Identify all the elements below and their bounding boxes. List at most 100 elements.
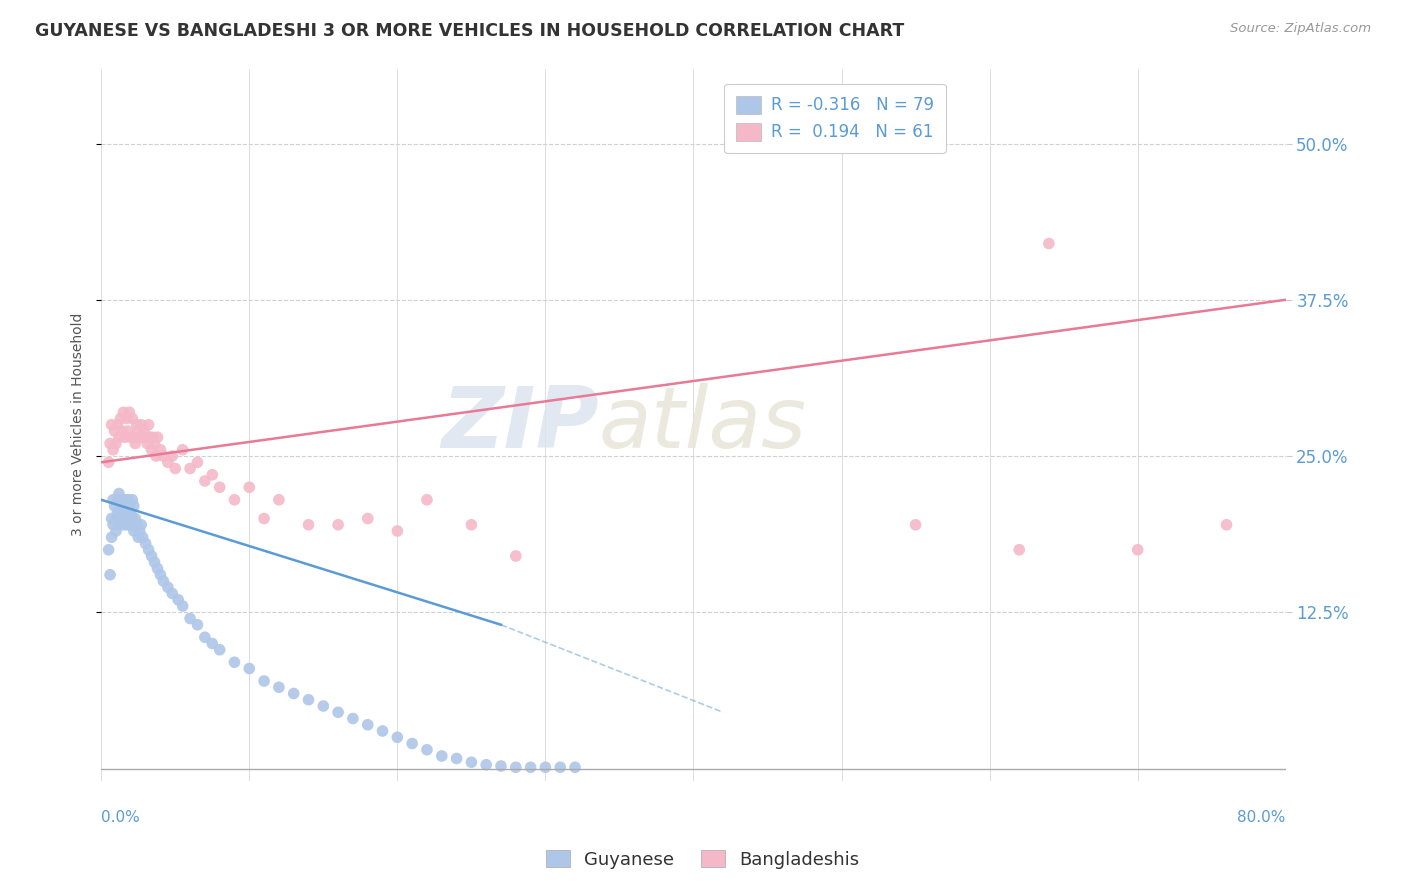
- Point: [103, 424, 125, 438]
- Point: [312, 698, 335, 713]
- Point: [208, 642, 231, 657]
- Point: [534, 760, 557, 774]
- Point: [108, 517, 131, 532]
- Point: [111, 499, 134, 513]
- Point: [101, 492, 124, 507]
- Point: [138, 417, 160, 432]
- Point: [489, 759, 512, 773]
- Text: 0.0%: 0.0%: [101, 810, 141, 824]
- Point: [101, 442, 124, 457]
- Point: [125, 517, 148, 532]
- Point: [342, 712, 364, 726]
- Point: [129, 517, 152, 532]
- Point: [326, 517, 349, 532]
- Point: [127, 530, 149, 544]
- Text: GUYANESE VS BANGLADESHI 3 OR MORE VEHICLES IN HOUSEHOLD CORRELATION CHART: GUYANESE VS BANGLADESHI 3 OR MORE VEHICL…: [35, 22, 904, 40]
- Point: [142, 430, 165, 444]
- Point: [134, 424, 156, 438]
- Point: [120, 430, 142, 444]
- Point: [122, 499, 145, 513]
- Point: [416, 492, 439, 507]
- Point: [401, 737, 423, 751]
- Point: [1126, 542, 1149, 557]
- Point: [118, 405, 141, 419]
- Point: [117, 424, 139, 438]
- Point: [121, 411, 143, 425]
- Point: [100, 417, 122, 432]
- Point: [475, 757, 498, 772]
- Point: [115, 499, 138, 513]
- Point: [124, 436, 146, 450]
- Point: [121, 511, 143, 525]
- Point: [107, 492, 129, 507]
- Point: [430, 749, 453, 764]
- Point: [117, 492, 139, 507]
- Legend: R = -0.316   N = 79, R =  0.194   N = 61: R = -0.316 N = 79, R = 0.194 N = 61: [724, 84, 946, 153]
- Point: [117, 505, 139, 519]
- Point: [162, 586, 184, 600]
- Point: [267, 680, 290, 694]
- Point: [460, 517, 482, 532]
- Point: [141, 442, 163, 457]
- Point: [101, 517, 124, 532]
- Point: [194, 474, 217, 488]
- Point: [145, 449, 167, 463]
- Point: [118, 511, 141, 525]
- Point: [131, 430, 153, 444]
- Point: [201, 467, 224, 482]
- Point: [371, 724, 394, 739]
- Text: atlas: atlas: [599, 384, 807, 467]
- Point: [108, 430, 131, 444]
- Point: [357, 511, 380, 525]
- Point: [112, 517, 135, 532]
- Point: [120, 517, 142, 532]
- Point: [152, 449, 174, 463]
- Point: [167, 592, 190, 607]
- Point: [283, 686, 305, 700]
- Point: [135, 430, 157, 444]
- Point: [107, 417, 129, 432]
- Point: [118, 499, 141, 513]
- Point: [172, 442, 194, 457]
- Point: [110, 411, 132, 425]
- Point: [146, 561, 169, 575]
- Point: [105, 511, 128, 525]
- Y-axis label: 3 or more Vehicles in Household: 3 or more Vehicles in Household: [72, 313, 86, 536]
- Point: [100, 511, 122, 525]
- Point: [115, 517, 138, 532]
- Point: [138, 542, 160, 557]
- Point: [505, 760, 527, 774]
- Point: [139, 430, 162, 444]
- Point: [326, 705, 349, 719]
- Point: [564, 760, 586, 774]
- Point: [112, 405, 135, 419]
- Point: [1038, 236, 1060, 251]
- Point: [186, 455, 208, 469]
- Point: [149, 442, 172, 457]
- Text: Source: ZipAtlas.com: Source: ZipAtlas.com: [1230, 22, 1371, 36]
- Point: [128, 524, 150, 538]
- Point: [143, 436, 166, 450]
- Point: [120, 505, 142, 519]
- Point: [253, 511, 276, 525]
- Point: [114, 430, 136, 444]
- Point: [98, 567, 121, 582]
- Point: [208, 480, 231, 494]
- Point: [186, 617, 208, 632]
- Point: [98, 436, 121, 450]
- Point: [297, 692, 319, 706]
- Text: 80.0%: 80.0%: [1237, 810, 1285, 824]
- Point: [179, 611, 201, 625]
- Point: [297, 517, 319, 532]
- Point: [156, 580, 179, 594]
- Point: [416, 743, 439, 757]
- Point: [110, 505, 132, 519]
- Point: [152, 574, 174, 588]
- Point: [114, 511, 136, 525]
- Text: ZIP: ZIP: [441, 384, 599, 467]
- Point: [107, 505, 129, 519]
- Point: [201, 636, 224, 650]
- Point: [238, 480, 260, 494]
- Point: [904, 517, 927, 532]
- Point: [165, 461, 187, 475]
